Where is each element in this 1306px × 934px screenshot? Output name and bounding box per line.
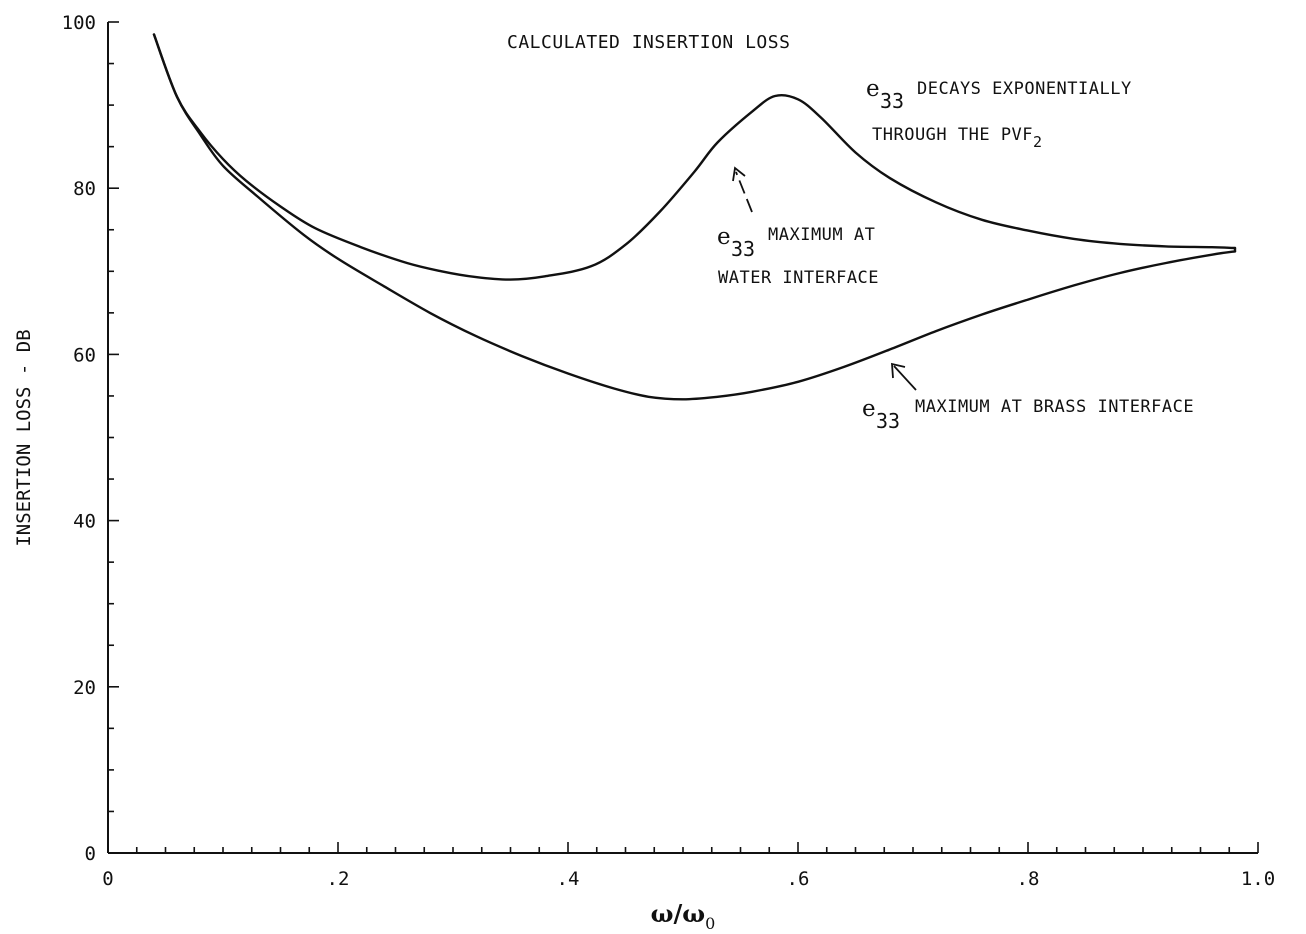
- annotation-decays-line2-text: THROUGH THE PVF: [872, 125, 1033, 145]
- x-label-numerator: ω: [651, 899, 674, 928]
- annotation-water-line1: MAXIMUM AT: [768, 225, 875, 245]
- annotation-decays-symbol: e: [866, 76, 880, 102]
- axes-group: [107, 22, 1258, 854]
- x-axis-label: ω/ω0: [651, 899, 716, 933]
- annotation-brass: e 33 MAXIMUM AT BRASS INTERFACE: [862, 362, 1194, 433]
- y-axis-label: INSERTION LOSS - DB: [13, 329, 35, 546]
- series-line-2: [152, 33, 1237, 401]
- annotation-decays: e 33 DECAYS EXPONENTIALLY THROUGH THE PV…: [866, 76, 1132, 151]
- annotation-brass-arrowhead: [891, 362, 906, 379]
- chart-title: CALCULATED INSERTION LOSS: [507, 32, 790, 53]
- y-tick-label: 60: [73, 344, 96, 366]
- x-tick-label: .2: [327, 868, 350, 890]
- curves-group: [152, 33, 1237, 401]
- annotation-water-arrowhead: [732, 166, 746, 182]
- annotation-brass-subscript: 33: [876, 409, 900, 433]
- x-label-denominator: ω: [682, 899, 705, 928]
- annotation-decays-line1: DECAYS EXPONENTIALLY: [917, 79, 1132, 99]
- annotation-decays-subscript: 33: [880, 89, 904, 113]
- y-tick-label: 20: [73, 677, 96, 699]
- x-tick-label: 1.0: [1241, 868, 1275, 890]
- annotation-water-arrow: [735, 171, 753, 213]
- x-tick-label: .4: [557, 868, 580, 890]
- y-tick-label: 100: [62, 12, 96, 34]
- y-tick-label: 40: [73, 511, 96, 533]
- y-tick-label: 0: [85, 843, 96, 865]
- annotation-brass-line1: MAXIMUM AT BRASS INTERFACE: [915, 397, 1194, 417]
- annotation-water: e 33 MAXIMUM AT WATER INTERFACE: [717, 166, 879, 288]
- x-label-denominator-subscript: 0: [705, 914, 715, 933]
- x-label-separator: /: [674, 899, 683, 928]
- annotation-water-symbol: e: [717, 224, 731, 250]
- x-tick-label: .8: [1017, 868, 1040, 890]
- annotation-decays-line2: THROUGH THE PVF2: [872, 125, 1043, 151]
- annotation-water-line2: WATER INTERFACE: [718, 268, 879, 288]
- annotation-decays-line2-subscript: 2: [1033, 133, 1043, 151]
- series-line-1: [152, 33, 1237, 281]
- annotation-brass-arrow: [893, 365, 917, 391]
- x-tick-label: .6: [787, 868, 810, 890]
- annotation-water-subscript: 33: [731, 237, 755, 261]
- y-tick-label: 80: [73, 178, 96, 200]
- annotation-brass-symbol: e: [862, 396, 876, 422]
- ticks-group: 0 .2 .4 .6 .8 1.0 0 20 40 60 80 100: [62, 12, 1275, 890]
- x-tick-label: 0: [102, 868, 113, 890]
